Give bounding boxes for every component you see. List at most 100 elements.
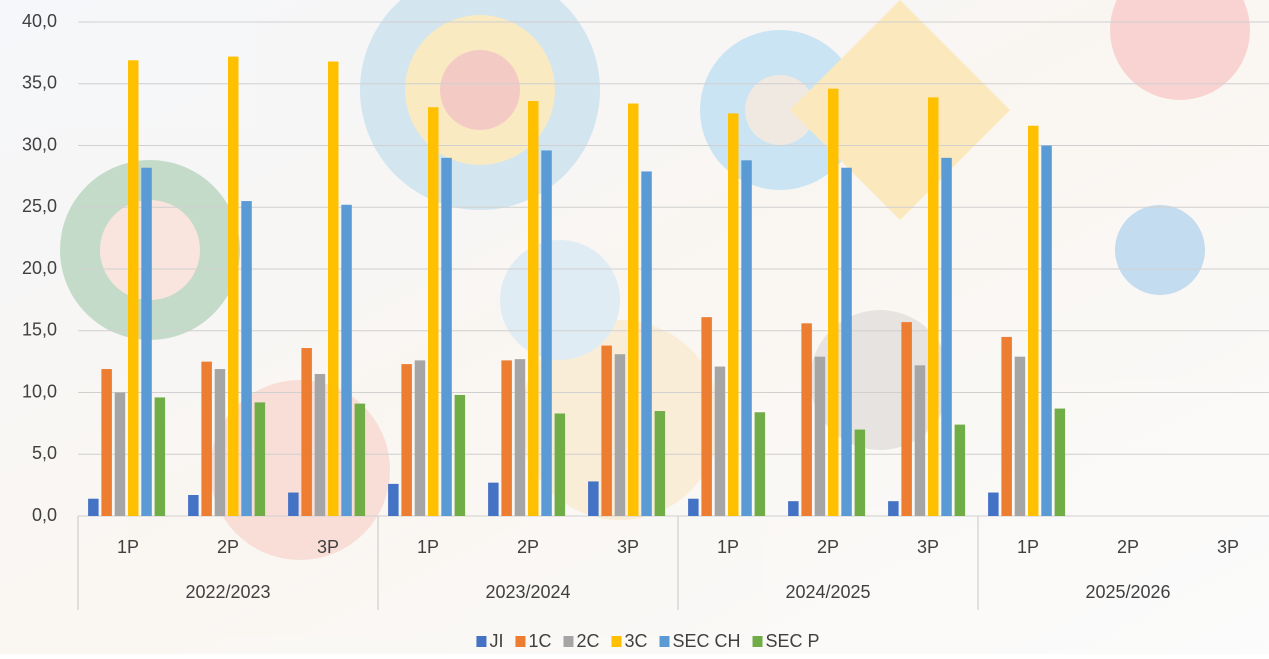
legend-swatch [659,636,670,647]
bar [341,204,352,516]
bar [528,101,539,516]
group-label: 2024/2025 [785,582,870,602]
legend-label: SEC P [766,631,820,651]
legend: JI 1C 2C 3C SEC CH SEC P [476,631,820,651]
bar [788,501,799,516]
bar [714,366,726,516]
bar [754,412,766,516]
bar [428,107,439,516]
bar [828,88,839,516]
x-tick-label: 3P [917,537,939,557]
bar [854,429,866,516]
x-tick-label: 1P [417,537,439,557]
bar [628,103,639,516]
bar [988,492,999,516]
y-tick-label: 20,0 [22,258,57,278]
bar [201,361,212,516]
legend-item: SEC CH [659,631,741,651]
group-label: 2022/2023 [185,582,270,602]
legend-swatch [563,636,574,647]
bar [401,364,412,516]
bar [501,360,512,516]
bar [314,373,326,516]
bar [328,61,339,517]
legend-item: JI [476,631,503,651]
legend-item: 1C [515,631,551,651]
bar [588,481,599,516]
legend-label: 2C [576,631,599,651]
x-tick-label: 3P [1217,537,1239,557]
bar [888,501,899,516]
bar [114,392,126,516]
bar [288,492,299,516]
bar [1054,408,1066,516]
group-label: 2025/2026 [1085,582,1170,602]
bar [914,365,926,516]
bar [101,369,112,516]
bar [901,322,912,516]
bar [728,113,739,516]
bar [701,317,712,516]
legend-swatch [752,636,763,647]
bar [541,150,552,516]
bar [741,160,752,516]
bar [141,167,152,517]
bar [928,97,939,517]
y-tick-label: 35,0 [22,73,57,93]
bar [441,157,452,516]
bar [388,483,399,516]
bar [601,345,612,516]
bar [228,56,239,517]
legend-label: 3C [624,631,647,651]
legend-label: 1C [528,631,551,651]
bar [1041,145,1052,516]
x-tick-label: 3P [317,537,339,557]
legend-swatch [611,636,622,647]
bar [514,359,526,516]
bar [241,201,252,516]
bar [154,397,166,516]
legend-swatch [476,636,487,647]
y-tick-label: 0,0 [32,505,57,525]
y-tick-label: 40,0 [22,11,57,31]
bar [941,157,952,516]
legend-label: SEC CH [673,631,741,651]
y-tick-label: 5,0 [32,443,57,463]
legend-item: 2C [563,631,599,651]
plot-area: 0,0 5,0 10,0 15,0 20,0 25,0 30,0 35,0 40,0 2022/2… [22,11,1269,610]
y-tick-label: 10,0 [22,381,57,401]
bar [188,495,199,516]
bar [614,354,626,516]
x-tick-label: 2P [817,537,839,557]
bar [1014,356,1026,516]
x-tick-label: 2P [217,537,239,557]
bar [814,356,826,516]
bar [214,369,226,516]
x-tick-label: 1P [117,537,139,557]
bar [841,167,852,517]
legend-item: SEC P [752,631,820,651]
bar [454,394,466,516]
y-tick-label: 15,0 [22,320,57,340]
bar [128,60,139,516]
bar [654,411,666,516]
y-tick-label: 25,0 [22,196,57,216]
bar [1028,125,1039,517]
bar [88,498,99,516]
x-tick-label: 1P [1017,537,1039,557]
bar [254,402,266,516]
bar [554,413,566,516]
bar [688,498,699,516]
bar [954,424,966,516]
bar [354,403,366,516]
legend-swatch [515,636,526,647]
group-label: 2023/2024 [485,582,570,602]
legend-item: 3C [611,631,648,651]
x-tick-label: 2P [517,537,539,557]
bar [301,348,312,516]
bar [488,482,499,516]
bar [801,323,812,516]
bar [641,171,652,516]
